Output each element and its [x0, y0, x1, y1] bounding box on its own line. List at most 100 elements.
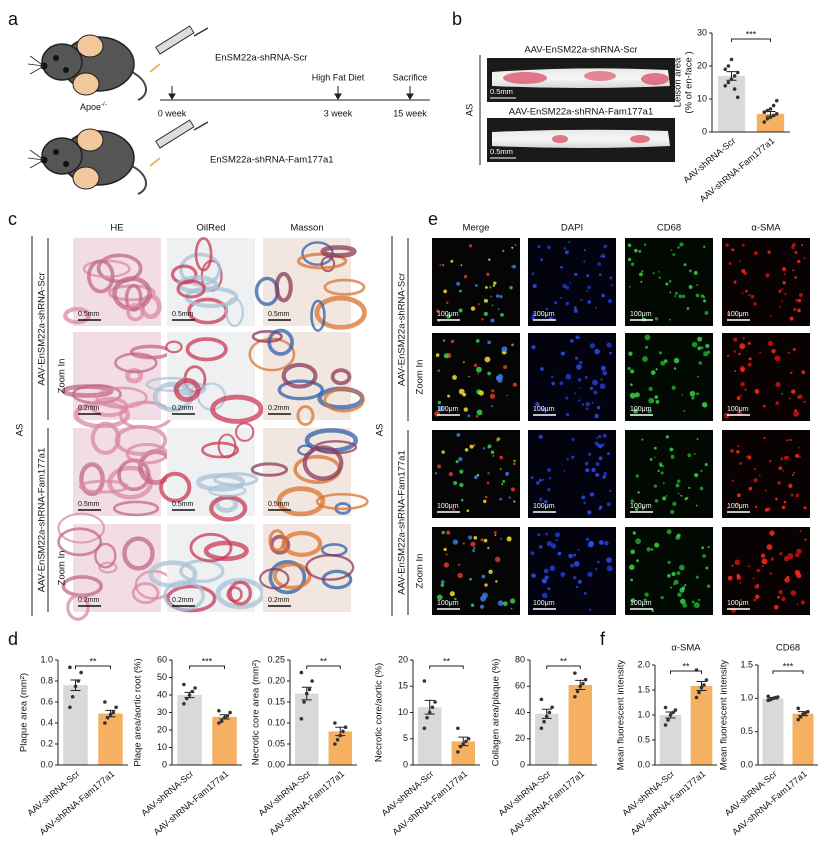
tissue — [315, 492, 369, 511]
signal — [736, 575, 741, 580]
data-point — [341, 729, 345, 734]
signal — [665, 282, 669, 286]
signal — [803, 257, 806, 260]
signal — [478, 390, 484, 396]
chart-title: CD68 — [776, 643, 800, 654]
data-point — [762, 120, 767, 124]
signal — [594, 441, 598, 445]
signal — [492, 454, 495, 457]
signal — [594, 413, 599, 419]
tissue — [159, 471, 192, 503]
data-point — [304, 691, 309, 696]
signal — [761, 558, 768, 565]
signal — [606, 342, 612, 348]
y-tick-label: 10 — [697, 93, 707, 103]
signal — [599, 383, 606, 390]
signal — [669, 447, 674, 452]
signal — [583, 260, 586, 263]
panel-letter: f — [600, 629, 606, 649]
signal — [781, 505, 786, 510]
column-header: OilRed — [196, 223, 225, 234]
panel-letter: e — [428, 209, 438, 229]
signal — [539, 545, 543, 549]
micrograph: 0.2mm — [148, 524, 266, 613]
signal — [651, 609, 655, 613]
panel-letter: a — [8, 9, 19, 29]
data-point — [542, 719, 546, 724]
signal — [599, 505, 603, 509]
bar — [328, 731, 352, 765]
signal — [790, 493, 794, 497]
scale-label: 100μm — [727, 600, 749, 607]
scale-label: 100μm — [533, 600, 555, 607]
signal — [737, 445, 740, 448]
signal — [531, 313, 536, 317]
tissue — [95, 386, 148, 409]
signal — [734, 559, 741, 566]
data-point — [583, 677, 588, 682]
signal — [658, 276, 662, 279]
signal — [545, 532, 549, 536]
x-tick-label: AAV-shRNA-Fam177a1 — [698, 136, 777, 204]
signal — [803, 506, 807, 510]
signal — [554, 301, 558, 305]
signal — [642, 356, 648, 362]
signal — [694, 472, 699, 478]
signal — [630, 598, 636, 603]
signal — [743, 271, 747, 276]
signal — [655, 368, 658, 371]
signal — [795, 453, 800, 458]
signal — [564, 250, 569, 255]
data-point — [343, 725, 348, 729]
signal — [769, 530, 775, 536]
signal — [753, 467, 756, 470]
image-title: AAV-EnSM22a-shRNA-Fam177a1 — [509, 107, 654, 118]
data-point — [774, 98, 779, 103]
signal — [596, 437, 599, 440]
signal — [565, 373, 572, 380]
signal — [595, 472, 600, 477]
signal — [741, 292, 744, 294]
tissue — [213, 472, 259, 487]
micrograph: 100μm — [722, 238, 810, 326]
signal — [654, 395, 659, 399]
tissue — [131, 582, 160, 605]
y-axis-label: Collagen area/plaque (%) — [491, 659, 502, 767]
significance: ** — [89, 656, 97, 666]
tissue — [166, 584, 217, 613]
signal — [773, 604, 779, 610]
y-tick-label: 10 — [157, 742, 167, 752]
scale-label: 100μm — [437, 600, 459, 607]
signal — [788, 397, 791, 400]
scale-label: 100μm — [727, 503, 749, 510]
signal — [481, 574, 486, 579]
signal — [649, 457, 653, 461]
data-point — [732, 74, 737, 78]
signal — [480, 538, 484, 542]
signal — [455, 460, 459, 464]
signal — [506, 394, 508, 397]
data-point — [726, 80, 731, 85]
tissue — [250, 462, 289, 477]
signal — [677, 592, 682, 598]
significance: ** — [320, 656, 328, 666]
column-header: DAPI — [561, 223, 583, 234]
data-point — [668, 713, 673, 717]
signal — [665, 495, 668, 497]
signal — [581, 495, 586, 500]
scale-label: 100μm — [437, 406, 459, 413]
tissue — [281, 362, 318, 389]
bar — [762, 698, 784, 765]
signal — [606, 557, 612, 563]
signal — [458, 308, 463, 313]
side-label: AS — [465, 104, 476, 117]
scale-label: 0.2mm — [78, 405, 100, 412]
signal — [791, 245, 795, 250]
scale-label: 0.2mm — [172, 597, 194, 604]
signal — [731, 564, 734, 568]
data-point — [302, 700, 306, 704]
signal — [653, 446, 657, 450]
data-point — [771, 113, 776, 118]
tissue — [330, 368, 352, 386]
data-point — [217, 721, 221, 725]
